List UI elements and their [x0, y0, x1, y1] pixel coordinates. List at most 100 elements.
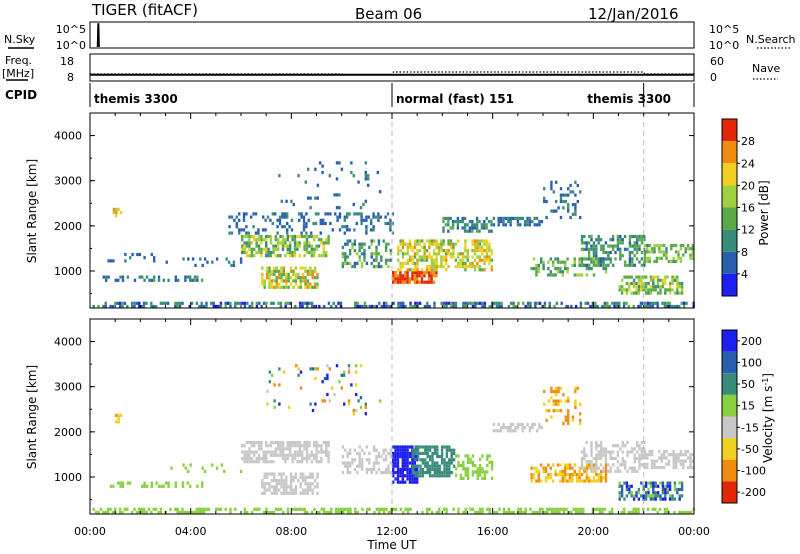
range-cell [121, 304, 124, 309]
range-cell [425, 258, 429, 262]
range-cell [428, 474, 432, 478]
range-cell [412, 455, 415, 459]
range-cell [602, 466, 605, 470]
range-cell [413, 461, 416, 465]
range-cell [322, 247, 325, 251]
range-cell [356, 304, 359, 309]
range-cell [196, 484, 199, 488]
range-cell [372, 212, 375, 216]
range-cell [583, 453, 586, 457]
range-cell [628, 466, 632, 470]
range-cell [261, 485, 264, 489]
range-cell [375, 265, 378, 269]
range-cell [635, 288, 638, 292]
range-cell [531, 426, 534, 430]
range-cell [301, 279, 305, 283]
range-cell [550, 386, 553, 390]
range-cell [263, 488, 266, 492]
range-cell [298, 304, 302, 309]
range-cell [433, 464, 437, 468]
range-cell [370, 467, 373, 471]
range-cell [656, 494, 660, 498]
range-cell [592, 476, 596, 480]
range-cell [652, 278, 655, 282]
range-cell [261, 272, 264, 277]
range-cell [418, 239, 421, 243]
range-cell [558, 507, 561, 511]
range-cell [402, 510, 405, 515]
range-cell [522, 510, 525, 515]
range-cell [299, 282, 302, 286]
range-cell [365, 467, 369, 471]
range-cell [250, 510, 254, 515]
range-cell [567, 418, 570, 422]
range-cell [121, 275, 125, 279]
range-cell [245, 244, 249, 248]
range-cell [488, 454, 491, 458]
range-cell [409, 239, 412, 243]
range-cell [471, 223, 474, 227]
range-cell [319, 231, 322, 235]
range-cell [430, 242, 433, 246]
range-cell [317, 444, 321, 448]
range-cell [597, 263, 600, 267]
range-cell [289, 447, 292, 451]
range-cell [298, 212, 301, 216]
range-cell [430, 271, 433, 275]
range-cell [686, 247, 690, 251]
range-cell [545, 215, 548, 220]
range-cell [265, 456, 268, 461]
range-cell [644, 497, 648, 501]
range-cell [282, 482, 286, 486]
range-cell [574, 399, 577, 403]
range-cell [416, 477, 419, 481]
range-cell [571, 415, 575, 419]
range-cell [406, 277, 409, 281]
range-cell [248, 440, 251, 445]
range-cell [471, 460, 475, 464]
range-cell [250, 460, 253, 464]
range-cell [394, 448, 397, 452]
range-cell [253, 453, 256, 457]
range-cell [555, 399, 558, 403]
range-cell [188, 510, 191, 515]
range-cell [633, 466, 636, 470]
range-cell [190, 510, 194, 515]
range-cell [538, 510, 542, 515]
range-cell [459, 252, 462, 256]
range-cell [268, 269, 271, 273]
range-cell [452, 451, 456, 455]
range-cell [628, 250, 632, 255]
range-cell [317, 212, 320, 216]
range-cell [281, 238, 285, 242]
range-cell [301, 478, 305, 483]
range-cell [642, 494, 645, 498]
range-cell [140, 507, 143, 511]
range-cell [435, 261, 438, 265]
range-cell [420, 274, 424, 278]
nsky-label: N.Sky [4, 33, 36, 46]
range-cell [652, 481, 655, 485]
range-cell [476, 470, 479, 474]
range-cell [306, 269, 310, 273]
range-cell [471, 249, 474, 253]
range-cell [462, 464, 465, 468]
range-cell [272, 301, 275, 305]
range-cell [637, 507, 640, 511]
range-cell [509, 220, 512, 224]
range-cell [278, 218, 282, 222]
range-cell [449, 242, 453, 246]
range-cell [421, 451, 425, 455]
range-cell [384, 448, 388, 452]
range-cell [567, 206, 570, 210]
range-cell [568, 479, 572, 483]
range-cell [543, 196, 546, 200]
range-cell [305, 231, 308, 235]
range-cell [274, 507, 278, 511]
range-cell [314, 167, 317, 171]
range-cell [340, 373, 343, 377]
range-cell [399, 480, 402, 484]
range-cell [452, 458, 456, 462]
range-cell [443, 464, 446, 468]
range-cell [314, 212, 318, 216]
